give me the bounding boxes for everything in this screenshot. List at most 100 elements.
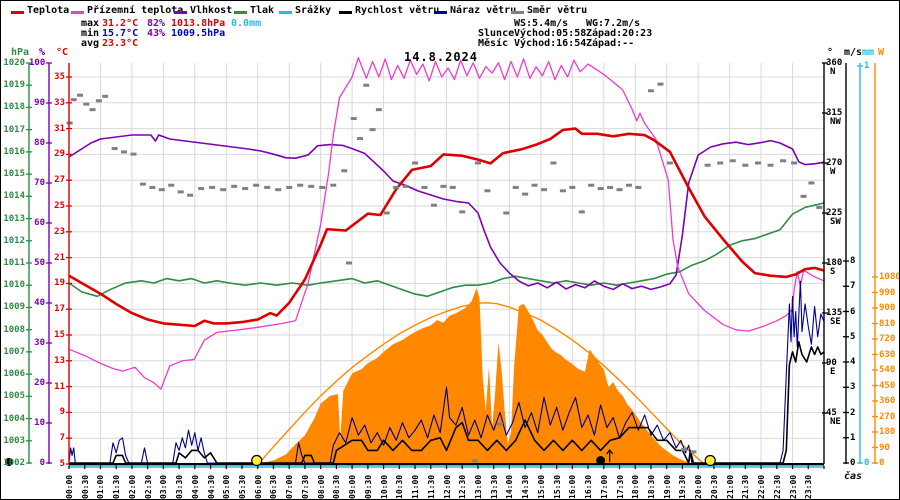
wind-direction-dot [569,185,576,189]
wind-direction-dot [791,161,798,165]
wind-speed-tick-label: 2 [850,407,856,418]
humidity-tick-label: 40 [34,298,45,308]
time-tick-label: 11:30 [426,474,436,499]
legend-swatch-icon [71,11,84,14]
wind-direction-dot [177,190,184,194]
pressure-tick-label: 1004 [3,413,25,424]
moonrise-time: Východ:16:54 [514,38,587,49]
stat-max-pressure: 1013.8hPa [171,18,226,29]
legend-swatch-icon [174,11,187,14]
radiation-tick-label: 540 [879,365,896,375]
compass-tick-label: SE [830,317,841,327]
time-tick-label: 21:00 [725,474,735,499]
wind-direction-tick-label: 360 [826,58,843,68]
wind-direction-dot [187,193,194,197]
wind-direction-tick-label: 135 [826,308,843,318]
time-tick-label: 18:30 [646,474,656,499]
pressure-tick-label: 1014 [3,191,25,202]
time-tick-label: 14:30 [521,474,531,499]
compass-tick-label: E [830,367,836,377]
wind-direction-dot [369,128,376,132]
pressure-tick-label: 1003 [3,435,25,446]
time-tick-label: 17:00 [599,474,609,499]
legend-label: Vlhkost [190,5,233,16]
wind-direction-dot [412,161,419,165]
legend-swatch-icon [434,11,447,14]
wind-direction-dot [550,161,557,165]
pressure-tick-label: 1017 [3,124,25,135]
time-tick-label: 04:30 [206,474,216,499]
pressure-tick-label: 1006 [3,369,25,380]
wind-direction-dot [681,448,688,452]
pressure-tick-label: 1002 [3,458,25,468]
wind-direction-dot [440,184,447,188]
wind-direction-dot [168,183,175,187]
pressure-tick-label: 1020 [3,58,25,68]
wind-direction-dot [286,185,293,189]
axis-header-hpa: hPa [11,47,30,58]
temperature-tick-label: 7 [59,433,65,444]
compass-tick-label: SW [830,217,841,227]
wind-direction-dot [253,183,260,187]
temperature-tick-label: 13 [54,355,65,366]
time-tick-label: 16:30 [584,474,594,499]
pressure-tick-label: 1005 [3,391,25,402]
series-ground-temperature [68,56,825,390]
wind-direction-dot [356,137,363,141]
wind-direction-dot [242,187,249,191]
wind-direction-dot [808,181,815,185]
wind-direction-dot [402,184,409,188]
humidity-tick-label: 70 [34,178,45,188]
wind-direction-dot [690,450,697,454]
wind-direction-dot [421,185,428,189]
stat-min-label: min [81,28,100,39]
legend-swatch-icon [511,11,524,14]
legend-swatch-icon [11,11,24,14]
pressure-tick-label: 1018 [3,102,25,113]
wind-direction-dot [83,102,90,106]
time-tick-label: 10:30 [395,474,405,499]
time-tick-label: 01:30 [112,474,122,499]
wind-direction-tick-label: 270 [826,158,843,168]
wind-direction-dot [531,183,538,187]
wind-direction-dot [198,187,205,191]
time-tick-label: 20:30 [709,474,719,499]
wind-direction-dot [754,161,761,165]
wind-direction-dot [383,211,390,215]
wind-direction-dot [264,185,271,189]
wind-direction-dot [130,152,137,156]
humidity-tick-label: 90 [34,98,45,108]
time-tick-label: 01:00 [96,474,106,499]
x-axis-label: čas [844,471,863,482]
wind-direction-dot [393,185,400,189]
wind-direction-dot [512,185,519,189]
series-radiation-area [260,288,691,463]
wind-direction-dot [780,159,787,163]
wind-direction-dot [121,150,128,154]
radiation-tick-label: 180 [879,427,896,437]
pressure-tick-label: 1011 [3,258,25,268]
radiation-tick-label: 630 [879,349,896,360]
stat-min-humidity: 43% [147,28,166,39]
radiation-tick-label: 0 [879,458,885,468]
time-tick-label: 00:30 [80,474,90,499]
wind-direction-dot [449,185,456,189]
wind-direction-dot [231,184,238,188]
wind-direction-dot [503,211,510,215]
time-tick-label: 05:00 [222,474,232,499]
radiation-tick-label: 810 [879,318,896,329]
pressure-tick-label: 1015 [3,169,25,180]
wind-direction-tick-label: 225 [826,208,843,218]
precip-tick-label: 0 [864,458,870,468]
time-tick-label: 13:00 [473,474,483,499]
wind-direction-dot [559,189,566,193]
time-tick-label: 06:00 [253,474,263,499]
time-tick-label: 23:00 [788,474,798,499]
wind-direction-dot [363,83,370,87]
moon-label: Měsíc [478,38,509,49]
wind-direction-dot [149,185,156,189]
time-tick-label: 17:30 [615,474,625,499]
wind-direction-dot [474,161,481,165]
